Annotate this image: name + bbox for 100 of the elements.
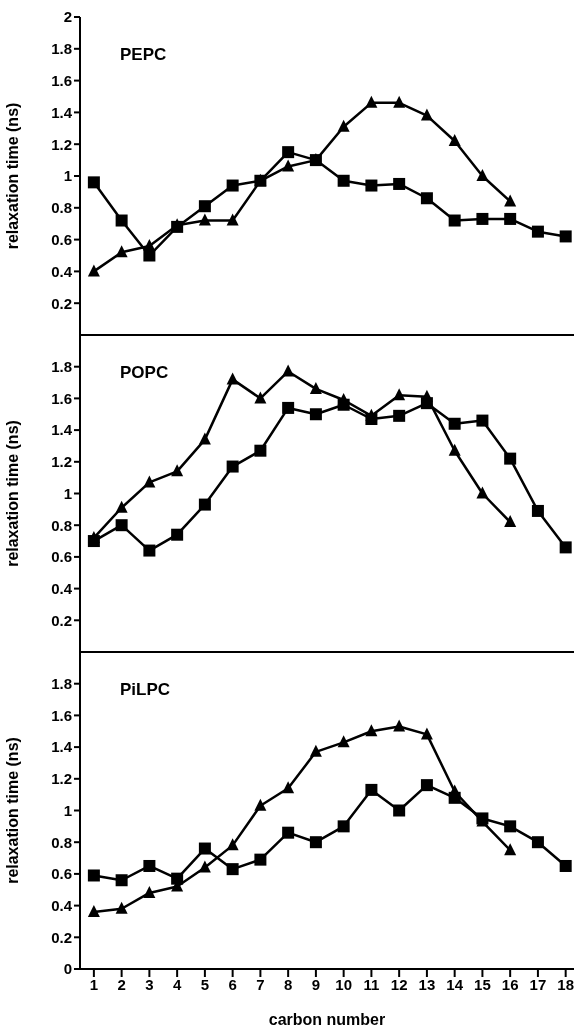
point (559, 230, 572, 243)
point (282, 159, 295, 172)
x-tick-label: 12 (390, 975, 408, 993)
x-tick-label: 1 (89, 975, 99, 993)
point (504, 194, 517, 207)
text: PEPC (120, 45, 167, 65)
point (365, 413, 378, 426)
x-tick-label: 2 (117, 975, 126, 993)
y-tick-label: 1.2 (51, 135, 72, 153)
point (309, 836, 322, 849)
point (282, 781, 295, 794)
y-tick-label: 1 (63, 801, 72, 819)
point (143, 249, 156, 262)
y-tick-label: 1.4 (51, 738, 73, 756)
point (198, 432, 211, 445)
text: PiLPC (120, 680, 171, 700)
y-tick-label: 0.8 (51, 199, 72, 217)
point (309, 408, 322, 421)
point (337, 398, 350, 411)
point (198, 860, 211, 873)
point (171, 872, 184, 885)
x-tick-label: 9 (311, 975, 321, 993)
y-tick-label: 0.8 (51, 516, 72, 534)
point (226, 460, 239, 473)
point (476, 212, 489, 225)
point (254, 391, 267, 404)
point (393, 804, 406, 817)
point (115, 245, 128, 258)
x-tick-label: 5 (200, 975, 210, 993)
point (309, 744, 322, 757)
point (254, 853, 267, 866)
x-tick-label: 8 (283, 975, 293, 993)
y-tick-label: 0.2 (51, 294, 72, 312)
point (198, 213, 211, 226)
point (226, 179, 239, 192)
y-tick-label: 1.8 (51, 40, 72, 58)
y-axis-title: relaxation time (ns) (3, 102, 21, 250)
point (365, 95, 378, 108)
x-tick-label: 17 (529, 975, 547, 993)
x-tick-label: 16 (501, 975, 519, 993)
point (226, 372, 239, 385)
point (393, 177, 406, 190)
x-tick-label: 15 (474, 975, 491, 993)
y-tick-label: 0.6 (51, 865, 72, 883)
x-tick-label: 13 (418, 975, 436, 993)
y-tick-label: 1.8 (51, 675, 72, 693)
point (115, 901, 128, 914)
y-tick-label: 0.2 (51, 928, 72, 946)
point (171, 464, 184, 477)
point (143, 859, 156, 872)
point (504, 212, 517, 225)
point (115, 500, 128, 513)
point (448, 417, 461, 430)
y-tick-label: 0.6 (51, 548, 72, 566)
point (198, 498, 211, 511)
point (254, 798, 267, 811)
point (420, 779, 433, 792)
point (143, 544, 156, 557)
point (198, 842, 211, 855)
y-tick-label: 1.6 (51, 706, 72, 724)
point (420, 397, 433, 410)
point (448, 214, 461, 227)
x-tick-label: 11 (363, 975, 380, 993)
point (448, 791, 461, 804)
y-tick-label: 2 (63, 8, 72, 26)
x-tick-label: 3 (145, 975, 154, 993)
point (282, 826, 295, 839)
point (504, 843, 517, 856)
point (309, 381, 322, 394)
point (254, 444, 267, 457)
y-tick-label: 1.6 (51, 71, 72, 89)
point (476, 414, 489, 427)
point (365, 724, 378, 737)
point (393, 409, 406, 422)
y-axis-title: relaxation time (ns) (3, 420, 21, 567)
point (531, 225, 544, 238)
y-tick-label: 0.8 (51, 833, 72, 851)
point (531, 504, 544, 517)
point (282, 401, 295, 414)
y-tick-label: 0.6 (51, 230, 72, 248)
point (87, 535, 100, 548)
point (171, 528, 184, 541)
point (87, 869, 100, 882)
x-tick-label: 4 (172, 975, 182, 993)
point (420, 727, 433, 740)
point (282, 364, 295, 377)
point (87, 904, 100, 917)
point (420, 108, 433, 121)
y-tick-label: 1.2 (51, 770, 72, 788)
point (448, 443, 461, 456)
point (143, 475, 156, 488)
y-tick-label: 1.6 (51, 389, 72, 407)
x-tick-label: 18 (557, 975, 575, 993)
point (559, 859, 572, 872)
point (115, 874, 128, 887)
point (337, 820, 350, 833)
point (143, 885, 156, 898)
x-tick-label: 14 (446, 975, 464, 993)
x-tick-label: 10 (335, 975, 352, 993)
point (504, 515, 517, 528)
